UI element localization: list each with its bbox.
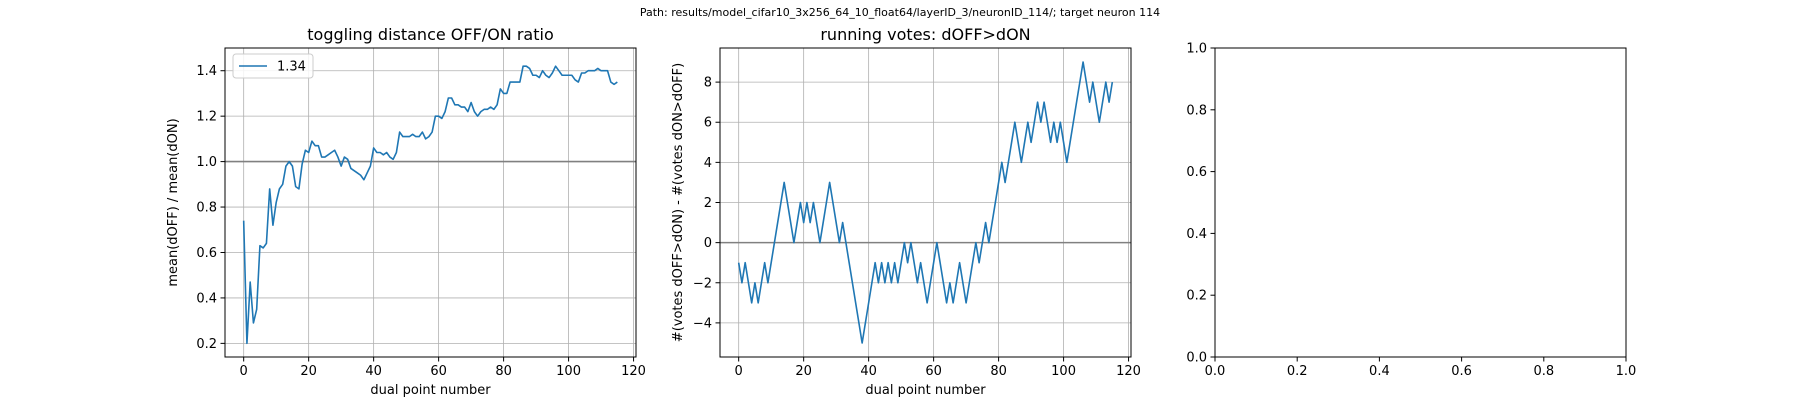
y-tick-label: 1.4 xyxy=(196,64,217,79)
y-tick-label: 0.6 xyxy=(1186,165,1207,180)
x-tick-label: 60 xyxy=(430,364,447,379)
x-tick-label: 40 xyxy=(860,364,877,379)
y-tick-label: −4 xyxy=(693,316,712,331)
x-axis-label: dual point number xyxy=(370,383,491,398)
y-tick-label: 0.0 xyxy=(1186,351,1207,366)
axes-frame xyxy=(224,47,637,358)
legend-box xyxy=(232,53,314,79)
y-tick-label: 0.2 xyxy=(1186,289,1207,304)
y-axis-label: #(votes dOFF>dON) - #(votes dON>dOFF) xyxy=(671,63,686,342)
y-axis-label: mean(dOFF) / mean(dON) xyxy=(166,118,181,286)
y-tick-label: 0.4 xyxy=(1186,227,1207,242)
y-tick-label: 8 xyxy=(704,76,712,91)
x-tick-label: 80 xyxy=(990,364,1007,379)
y-tick-label: 1.0 xyxy=(196,155,217,170)
series-line xyxy=(242,65,618,345)
y-tick-label: 4 xyxy=(704,156,712,171)
y-tick-label: 2 xyxy=(704,196,712,211)
chart-1: 0 20 40 60 80 100 120 0.2 0.4 0.6 0.8 1.0 1.2 1.4 togg… xyxy=(166,25,646,398)
axes-frame xyxy=(1214,47,1627,358)
y-tick-label: 0.6 xyxy=(196,246,217,261)
x-tick-label: 0.6 xyxy=(1451,364,1472,379)
series-line xyxy=(737,61,1114,344)
legend-entry: 1.34 xyxy=(277,60,306,75)
chart-3: 0.0 0.2 0.4 0.6 0.8 1.0 0.0 0.2 0.4 0.6 0.8 1.0 xyxy=(1186,42,1636,380)
y-tick-label: 0.8 xyxy=(196,201,217,216)
chart-title: running votes: dOFF>dON xyxy=(820,25,1030,44)
y-tick-label: 0.2 xyxy=(196,337,217,352)
figure-suptitle: Path: results/model_cifar10_3x256_64_10_… xyxy=(639,6,1161,19)
y-tick-label: 0.8 xyxy=(1186,103,1207,118)
x-tick-label: 20 xyxy=(795,364,812,379)
x-tick-label: 60 xyxy=(925,364,942,379)
x-tick-label: 80 xyxy=(495,364,512,379)
x-tick-label: 0.4 xyxy=(1369,364,1390,379)
chart-title: toggling distance OFF/ON ratio xyxy=(307,25,553,44)
grid-lines xyxy=(225,48,636,357)
x-tick-label: 1.0 xyxy=(1616,364,1637,379)
chart-2: 0 20 40 60 80 100 120 −4 −2 0 2 4 6 8 running votes: d… xyxy=(671,25,1141,398)
x-tick-label: 0.0 xyxy=(1205,364,1226,379)
x-tick-label: 0 xyxy=(240,364,248,379)
y-tick-label: −2 xyxy=(693,276,712,291)
y-tick-label: 1.2 xyxy=(196,110,217,125)
grid-lines xyxy=(720,48,1131,357)
x-axis-label: dual point number xyxy=(865,383,986,398)
x-tick-label: 120 xyxy=(1116,364,1141,379)
x-tick-label: 0 xyxy=(735,364,743,379)
legend: 1.34 xyxy=(232,53,314,79)
x-tick-label: 0.2 xyxy=(1287,364,1308,379)
y-tick-label: 0.4 xyxy=(196,291,217,306)
x-tick-label: 120 xyxy=(621,364,646,379)
y-tick-label: 6 xyxy=(704,116,712,131)
x-tick-label: 20 xyxy=(300,364,317,379)
x-tick-label: 40 xyxy=(365,364,382,379)
y-tick-label: 0 xyxy=(704,236,712,251)
x-tick-label: 100 xyxy=(556,364,581,379)
x-tick-label: 0.8 xyxy=(1533,364,1554,379)
y-tick-label: 1.0 xyxy=(1186,42,1207,57)
x-tick-label: 100 xyxy=(1051,364,1076,379)
